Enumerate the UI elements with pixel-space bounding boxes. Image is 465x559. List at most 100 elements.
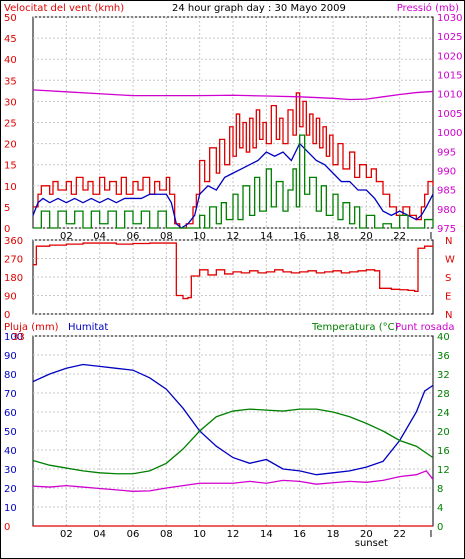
wind-speed-end-label: I [430, 231, 433, 242]
temperature-y-labels: 0 4 8 12 16 20 24 28 32 36 40 [437, 332, 450, 533]
wind-direction-tick-label: 270 [4, 255, 23, 266]
cardinal-label: W [445, 255, 455, 266]
wind-speed-tick-label: 45 [4, 34, 17, 45]
temp-tick-label: 20 [360, 529, 373, 540]
wind-direction-tick-label: 180 [4, 273, 23, 284]
temperature-humidity-series [32, 363, 434, 527]
rain-label: Pluja (mm) [4, 322, 59, 333]
wind-speed-tick-label: 25 [4, 119, 17, 130]
wind-speed-tick-label: 20 [360, 231, 373, 242]
wind-speed-tick-label: 35 [4, 76, 17, 87]
temp-tick-label: 16 [293, 529, 306, 540]
temp-tick-label: 10 [193, 529, 206, 540]
temp-tick-label: 06 [127, 529, 140, 540]
wind-speed-tick-label: 5 [4, 203, 10, 214]
wind-speed-tick-label: 18 [327, 231, 340, 242]
wind-speed-header: Velocitat del vent (kmh) [4, 3, 124, 14]
cardinal-label: N [445, 236, 452, 247]
temp-tick-label: 14 [260, 529, 273, 540]
pressure-tick-label: 1020 [437, 51, 462, 62]
pressure-tick-label: 995 [437, 147, 456, 158]
wind-speed-tick-label: 30 [4, 97, 17, 108]
temp-tick-label: 08 [160, 529, 173, 540]
temp-tick-label: 18 [327, 529, 340, 540]
wind-speed-y-labels: 0 5 10 15 20 25 30 35 40 45 50 [4, 13, 17, 235]
wind-speed-tick-label: 40 [4, 55, 17, 66]
pressure-tick-label: 1010 [437, 90, 462, 101]
humidity-tick-label: 50 [4, 427, 17, 438]
humidity-tick-label: 30 [4, 465, 17, 476]
temperature-tick-label: 24 [437, 408, 450, 419]
temp-tick-label: 22 [393, 529, 406, 540]
humidity-tick-label: 70 [4, 389, 17, 400]
dew-point-label: Punt rosada [395, 322, 454, 333]
humidity-tick-label: 10 [4, 503, 17, 514]
humidity-tick-label: 40 [4, 446, 17, 457]
humidity-tick-label: 80 [4, 370, 17, 381]
pressure-header: Pressió (mb) [397, 2, 459, 14]
wind-direction-direction-line [33, 242, 434, 300]
cardinal-label: E [445, 292, 451, 303]
wind-speed-tick-label: 12 [227, 231, 240, 242]
temperature-tick-label: 0 [437, 522, 443, 533]
temp-punt-rosada-line [32, 470, 434, 492]
temperature-humidity-x-labels: 02 04 06 08 10 12 14 16 18 20 22 sunset I [60, 529, 433, 549]
temp-humitat-line [32, 363, 434, 476]
wind-speed-tick-label: 15 [4, 161, 17, 172]
wind-speed-tick-label: 16 [293, 231, 306, 242]
wind-speed-tick-label: 08 [160, 231, 173, 242]
temperature-tick-label: 36 [437, 351, 450, 362]
pressure-tick-label: 980 [437, 205, 456, 216]
humidity-tick-label: 100 [4, 332, 23, 343]
pressure-y-labels: 975 980 985 990 995 1000 1005 1010 1015 1020 1025 1… [437, 13, 462, 235]
temp-end-label: I [430, 529, 433, 540]
date-header: 24 hour graph day : 30 Mayo 2009 [172, 3, 346, 14]
humidity-tick-label: 60 [4, 408, 17, 419]
wind-direction-tick-label: 0 [4, 310, 10, 321]
temperature-label: Temperatura (°C) [311, 322, 399, 333]
humidity-label: Humitat [68, 322, 108, 333]
humidity-tick-label: 20 [4, 484, 17, 495]
wind-speed-tick-label: 50 [4, 13, 17, 24]
pressure-tick-label: 1025 [437, 32, 462, 43]
pressure-tick-label: 1000 [437, 128, 462, 139]
temperature-tick-label: 8 [437, 484, 443, 495]
humidity-tick-label: 0 [4, 522, 10, 533]
pressure-tick-label: 1030 [437, 13, 462, 24]
wind-speed-average-line [32, 142, 434, 229]
temperature-tick-label: 20 [437, 427, 450, 438]
pressure-tick-label: 1015 [437, 71, 462, 82]
temperature-tick-label: 28 [437, 389, 450, 400]
wind-speed-min-line [33, 134, 434, 229]
wind-speed-tick-label: 04 [93, 231, 106, 242]
pressure-tick-label: 990 [437, 166, 456, 177]
temp-temperatura-c--line [32, 408, 434, 475]
temperature-tick-label: 40 [437, 332, 450, 343]
temperature-tick-label: 12 [437, 465, 450, 476]
pressure-tick-label: 975 [437, 224, 456, 235]
pressure-tick-label: 1005 [437, 109, 462, 120]
temp-tick-label: 12 [227, 529, 240, 540]
wind-direction-tick-label: 90 [4, 292, 17, 303]
wind-speed-tick-label: 06 [127, 231, 140, 242]
temp-sunset-label: sunset [355, 538, 388, 549]
rain-top-tick-label: 33 [12, 332, 25, 343]
temperature-tick-label: 32 [437, 370, 450, 381]
wind-speed-gust-line [33, 92, 434, 229]
cardinal-label: S [445, 273, 451, 284]
wind-speed-tick-label: 14 [260, 231, 273, 242]
wind-direction-tick-label: 360 [4, 236, 23, 247]
wind-speed-pressure-line [32, 89, 434, 101]
wind-speed-tick-label: 02 [60, 231, 73, 242]
wind-speed-tick-label: 22 [393, 231, 406, 242]
temp-tick-label: 04 [93, 529, 106, 540]
temperature-tick-label: 16 [437, 446, 450, 457]
wind-speed-tick-label: 0 [4, 224, 10, 235]
temp-tick-label: 02 [60, 529, 73, 540]
